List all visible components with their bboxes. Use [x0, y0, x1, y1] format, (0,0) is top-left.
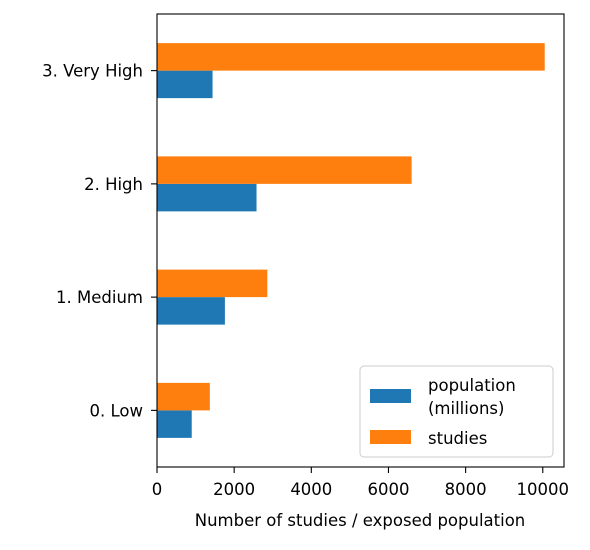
- x-tick-label-0: 0: [152, 480, 163, 499]
- y-tick-label-1: 1. Medium: [56, 288, 143, 307]
- legend-label-0-line-1: (millions): [428, 399, 504, 418]
- bar-studies-2: [157, 156, 412, 184]
- bar-population-0: [157, 410, 192, 438]
- bar-population-3: [157, 70, 213, 99]
- legend-swatch-1: [370, 430, 411, 444]
- series-1-bars: [157, 43, 545, 411]
- bar-studies-0: [157, 382, 210, 411]
- bars-group: [157, 43, 545, 438]
- bar-studies-1: [157, 269, 268, 298]
- y-tick-label-0: 0. Low: [90, 401, 143, 420]
- x-tick-label-2: 4000: [290, 480, 332, 499]
- legend-label-1: studies: [428, 429, 487, 448]
- x-tick-label-4: 8000: [445, 480, 487, 499]
- bar-population-1: [157, 297, 225, 325]
- series-0-bars: [157, 70, 257, 438]
- bar-population-2: [157, 183, 257, 212]
- y-tick-label-2: 2. High: [84, 175, 143, 194]
- legend-label-1-line-0: studies: [428, 429, 487, 448]
- legend: population (millions) studies: [359, 365, 554, 458]
- legend-label-0-line-0: population: [428, 376, 516, 395]
- x-tick-label-3: 6000: [367, 480, 409, 499]
- y-tick-label-3: 3. Very High: [42, 62, 143, 81]
- bar-studies-3: [157, 43, 545, 71]
- legend-label-0: population (millions): [428, 376, 516, 418]
- legend-swatch-0: [370, 389, 411, 403]
- x-tick-label-5: 10000: [517, 480, 570, 499]
- plot-frame: [156, 13, 565, 468]
- x-axis-label: Number of studies / exposed population: [195, 511, 526, 530]
- x-tick-label-1: 2000: [213, 480, 255, 499]
